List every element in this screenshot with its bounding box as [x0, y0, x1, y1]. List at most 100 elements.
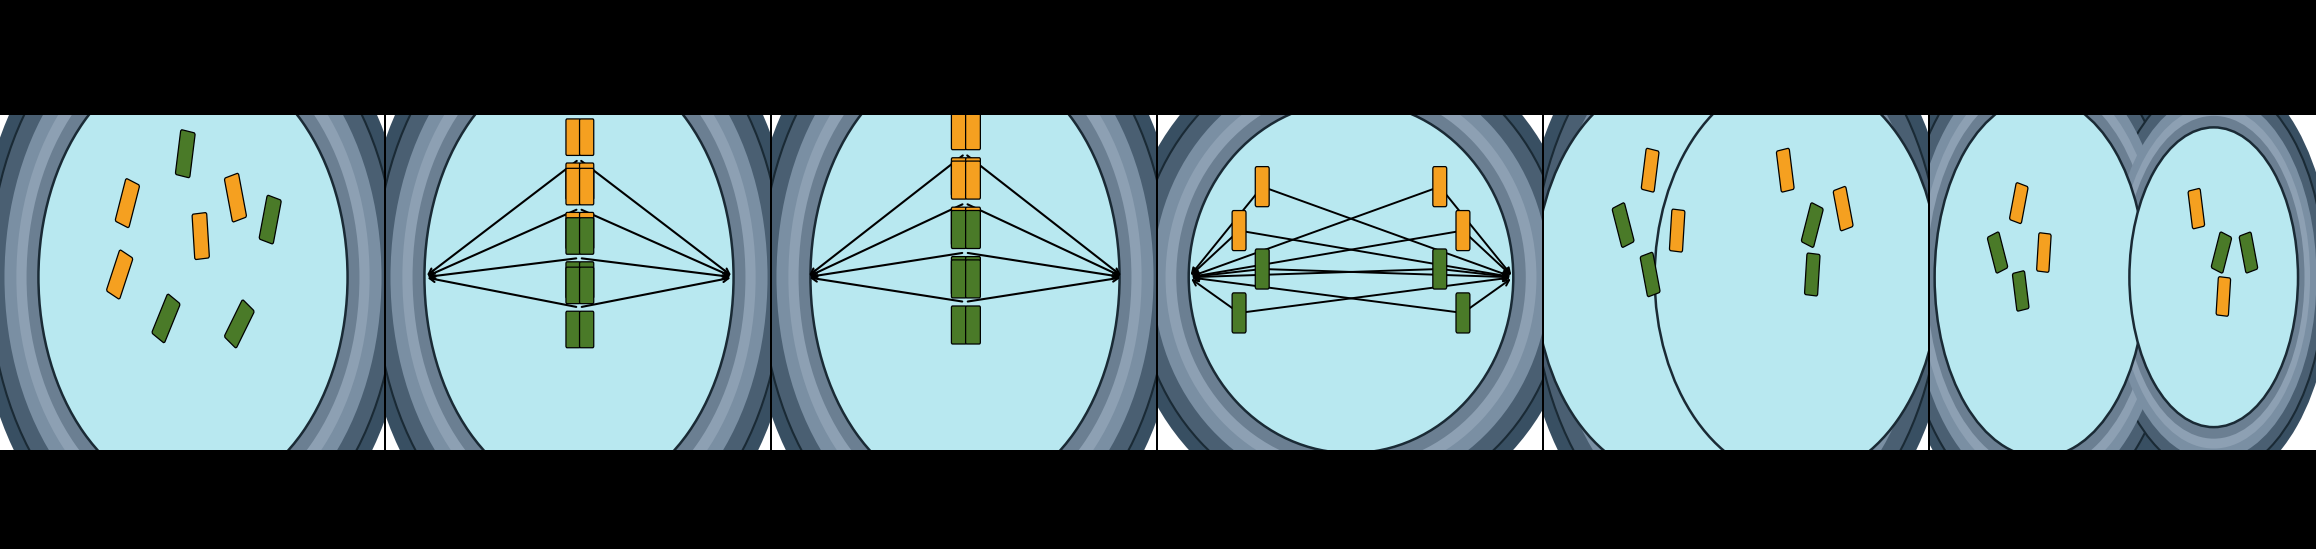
Ellipse shape: [1911, 58, 2168, 497]
FancyBboxPatch shape: [966, 260, 980, 298]
FancyBboxPatch shape: [1640, 253, 1661, 296]
FancyBboxPatch shape: [579, 218, 593, 254]
Ellipse shape: [25, 41, 359, 514]
FancyBboxPatch shape: [952, 161, 966, 199]
FancyBboxPatch shape: [259, 195, 280, 244]
Ellipse shape: [1892, 25, 2189, 529]
FancyBboxPatch shape: [966, 306, 980, 344]
FancyBboxPatch shape: [565, 119, 579, 155]
Bar: [1158, 450, 1545, 549]
Ellipse shape: [391, 9, 767, 545]
FancyBboxPatch shape: [952, 207, 966, 245]
FancyBboxPatch shape: [1434, 249, 1448, 289]
Ellipse shape: [0, 0, 410, 549]
FancyBboxPatch shape: [153, 294, 181, 343]
FancyBboxPatch shape: [952, 260, 966, 298]
FancyBboxPatch shape: [966, 161, 980, 199]
Ellipse shape: [1153, 63, 1549, 492]
Bar: [771, 115, 1158, 450]
Bar: [387, 450, 771, 549]
Bar: [387, 115, 771, 450]
Bar: [0, 0, 387, 115]
Ellipse shape: [375, 0, 783, 549]
FancyBboxPatch shape: [579, 163, 593, 199]
Ellipse shape: [412, 41, 746, 514]
Ellipse shape: [787, 26, 1142, 529]
FancyBboxPatch shape: [2010, 183, 2029, 223]
FancyBboxPatch shape: [565, 262, 579, 298]
Ellipse shape: [1654, 75, 1938, 479]
FancyBboxPatch shape: [952, 158, 966, 196]
FancyBboxPatch shape: [225, 300, 255, 348]
Bar: [1929, 450, 2316, 549]
Ellipse shape: [1123, 31, 1580, 524]
Text: PROMETAPHASE: PROMETAPHASE: [514, 19, 644, 33]
Ellipse shape: [762, 0, 1170, 549]
Ellipse shape: [1920, 72, 2161, 483]
Bar: [771, 0, 1158, 115]
Text: All the spindle fibers have been attached to the
chromosomes. The chromosomes ar: All the spindle fibers have been attache…: [852, 464, 1077, 511]
Ellipse shape: [1927, 83, 2154, 471]
Ellipse shape: [776, 9, 1153, 545]
Bar: [1545, 115, 1929, 450]
Ellipse shape: [1522, 0, 1952, 549]
FancyBboxPatch shape: [176, 130, 195, 178]
Bar: [387, 0, 771, 115]
Ellipse shape: [1137, 46, 1566, 509]
FancyBboxPatch shape: [579, 267, 593, 304]
FancyBboxPatch shape: [966, 111, 980, 150]
FancyBboxPatch shape: [107, 250, 132, 299]
FancyBboxPatch shape: [579, 119, 593, 155]
Text: METAPHASE: METAPHASE: [917, 19, 1012, 33]
FancyBboxPatch shape: [1232, 210, 1246, 250]
FancyBboxPatch shape: [2013, 271, 2029, 311]
FancyBboxPatch shape: [1670, 209, 1684, 252]
FancyBboxPatch shape: [565, 218, 579, 254]
Text: CYTOKINESIS: CYTOKINESIS: [2071, 19, 2175, 33]
Bar: [1545, 450, 1929, 549]
Bar: [0, 450, 387, 549]
Ellipse shape: [424, 58, 734, 497]
Ellipse shape: [2128, 127, 2297, 427]
FancyBboxPatch shape: [952, 306, 966, 344]
FancyBboxPatch shape: [2212, 232, 2233, 273]
Ellipse shape: [2103, 80, 2316, 475]
FancyBboxPatch shape: [1457, 210, 1471, 250]
FancyBboxPatch shape: [1834, 187, 1853, 231]
Ellipse shape: [1570, 41, 1904, 514]
Bar: [1929, 0, 2316, 115]
Ellipse shape: [16, 26, 371, 529]
FancyBboxPatch shape: [1802, 203, 1823, 248]
Ellipse shape: [1549, 9, 1925, 545]
Ellipse shape: [1533, 0, 1941, 549]
Ellipse shape: [1188, 102, 1512, 453]
FancyBboxPatch shape: [2216, 277, 2230, 316]
FancyBboxPatch shape: [579, 311, 593, 348]
Text: The cells pinch in the middle and split to form two
new separate cells.: The cells pinch in the middle and split …: [2015, 464, 2233, 485]
FancyBboxPatch shape: [1642, 148, 1658, 192]
FancyBboxPatch shape: [116, 179, 139, 227]
Ellipse shape: [748, 0, 1181, 549]
FancyBboxPatch shape: [579, 262, 593, 298]
Ellipse shape: [1536, 75, 1820, 479]
Ellipse shape: [1901, 40, 2179, 514]
FancyBboxPatch shape: [565, 163, 579, 199]
FancyBboxPatch shape: [565, 212, 579, 249]
FancyBboxPatch shape: [2036, 233, 2052, 272]
Ellipse shape: [403, 26, 755, 529]
Text: Chromosomes condense and spindle fibers start to
form.: Chromosomes condense and spindle fibers …: [83, 464, 303, 485]
Ellipse shape: [0, 0, 396, 549]
Bar: [0, 115, 387, 450]
FancyBboxPatch shape: [1232, 293, 1246, 333]
FancyBboxPatch shape: [565, 311, 579, 348]
Ellipse shape: [1177, 88, 1526, 467]
Ellipse shape: [5, 9, 382, 545]
FancyBboxPatch shape: [1776, 148, 1795, 192]
FancyBboxPatch shape: [565, 267, 579, 304]
FancyBboxPatch shape: [192, 212, 208, 260]
Ellipse shape: [361, 0, 797, 549]
Text: PROPHASE: PROPHASE: [151, 19, 236, 33]
Text: ANAPHASE: ANAPHASE: [1309, 19, 1394, 33]
Ellipse shape: [2110, 94, 2316, 460]
Ellipse shape: [2096, 68, 2316, 488]
